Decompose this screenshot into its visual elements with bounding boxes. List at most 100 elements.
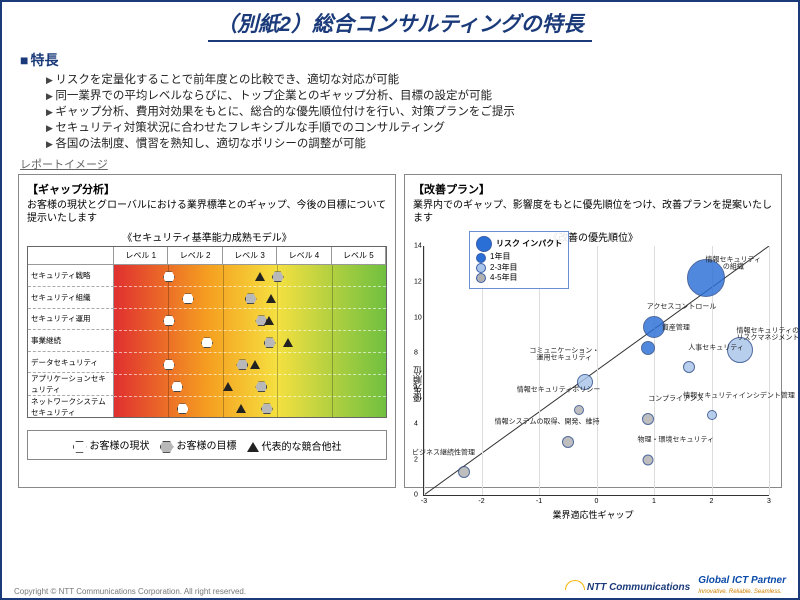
x-tick: 3	[767, 498, 771, 505]
x-tick: -3	[421, 498, 427, 505]
target-marker	[272, 271, 284, 282]
maturity-row-label: セキュリティ運用	[28, 309, 114, 331]
bubble	[643, 454, 654, 465]
maturity-row	[114, 309, 386, 331]
competitor-marker	[283, 338, 293, 347]
bubble-label: 物理・環境セキュリティ	[638, 436, 715, 443]
maturity-caption: 《セキュリティ基準能力成熟モデル》	[27, 229, 387, 244]
bubble	[641, 341, 655, 355]
feature-item: リスクを定量化することで前年度との比較でき、適切な対応が可能	[46, 72, 798, 88]
y-tick: 6	[414, 385, 418, 392]
maturity-row	[114, 353, 386, 375]
bubble-label: 情報セキュリティポリシー	[517, 387, 601, 394]
maturity-row-label: ネットワークシステムセキュリティ	[28, 396, 114, 418]
bubble	[458, 466, 470, 478]
y-tick: 8	[414, 350, 418, 357]
gap-desc: お客様の現状とグローバルにおける業界標準とのギャップ、今後の目標について提示いた…	[27, 199, 387, 225]
legend-current: お客様の現状	[73, 437, 150, 452]
global-ict-logo: Global ICT PartnerInnovative. Reliable. …	[698, 576, 786, 596]
section-heading: 特長	[20, 50, 798, 70]
y-tick: 4	[414, 421, 418, 428]
improvement-plan-panel: 【改善プラン】 業界内でのギャップ、影響度をもとに優先順位をつけ、改善プランを提…	[404, 174, 782, 488]
legend-competitor: 代表的な競合他社	[247, 438, 342, 453]
current-marker	[177, 403, 189, 414]
x-axis-label: 業界適応性ギャップ	[413, 508, 773, 521]
bubble	[642, 413, 654, 425]
competitor-marker	[250, 360, 260, 369]
logos: NTT Communications Global ICT PartnerInn…	[565, 576, 786, 596]
competitor-marker	[223, 382, 233, 391]
competitor-marker	[266, 294, 276, 303]
competitor-marker	[255, 272, 265, 281]
current-marker	[201, 337, 213, 348]
y-tick: 2	[414, 456, 418, 463]
maturity-row	[114, 397, 386, 418]
maturity-chart: レベル 1レベル 2レベル 3レベル 4レベル 5 セキュリティ戦略セキュリティ…	[27, 246, 387, 418]
y-tick: 0	[414, 492, 418, 499]
footer: Copyright © NTT Communications Corporati…	[14, 576, 786, 596]
bubble-legend: リスク インパクト 1年目2-3年目4-5年目	[469, 231, 569, 288]
x-tick: -2	[478, 498, 484, 505]
copyright: Copyright © NTT Communications Corporati…	[14, 587, 246, 596]
legend-title: リスク インパクト	[476, 236, 562, 252]
bubble-label: 資産管理	[662, 324, 690, 331]
target-marker	[236, 359, 248, 370]
bubble-label: 情報セキュリティインシデント管理	[683, 392, 795, 399]
maturity-row	[114, 287, 386, 309]
current-marker	[163, 271, 175, 282]
legend-row: 4-5年目	[476, 273, 562, 283]
maturity-row-label: データセキュリティ	[28, 352, 114, 374]
feature-item: 同一業界での平均レベルならびに、トップ企業とのギャップ分析、目標の設定が可能	[46, 88, 798, 104]
maturity-row-label: 事業継続	[28, 330, 114, 352]
level-header: レベル 5	[332, 247, 386, 264]
page-title: （別紙2）総合コンサルティングの特長	[208, 8, 591, 42]
slide: （別紙2）総合コンサルティングの特長 特長 リスクを定量化することで前年度との比…	[0, 0, 800, 600]
bubble	[562, 436, 574, 448]
legend-target: お客様の目標	[160, 437, 237, 452]
maturity-row	[114, 331, 386, 353]
current-marker	[163, 359, 175, 370]
level-header: レベル 4	[277, 247, 331, 264]
plan-desc: 業界内でのギャップ、影響度をもとに優先順位をつけ、改善プランを提案いたします	[413, 199, 773, 225]
maturity-legend: お客様の現状 お客様の目標 代表的な競合他社	[27, 430, 387, 459]
bubble-label: 人事セキュリティ	[688, 344, 744, 351]
current-marker	[171, 381, 183, 392]
x-tick: 1	[652, 498, 656, 505]
maturity-row	[114, 265, 386, 287]
level-header: レベル 3	[223, 247, 277, 264]
target-marker	[245, 293, 257, 304]
maturity-row-label: セキュリティ組織	[28, 287, 114, 309]
bubble-label: 情報システムの取得、開発、維持	[495, 419, 600, 426]
y-tick: 10	[414, 314, 422, 321]
x-tick: 0	[595, 498, 599, 505]
feature-item: ギャップ分析、費用対効果をもとに、総合的な優先順位付けを行い、対策プランをご提示	[46, 104, 798, 120]
priority-caption: 《改善の優先順位》	[413, 229, 773, 244]
competitor-marker	[264, 316, 274, 325]
level-header: レベル 2	[168, 247, 222, 264]
report-image-label: レポートイメージ	[20, 156, 798, 172]
bubble-label: 情報セキュリティの組織	[706, 256, 762, 271]
maturity-row	[114, 375, 386, 397]
target-marker	[255, 381, 267, 392]
current-marker	[163, 315, 175, 326]
legend-row: 2-3年目	[476, 263, 562, 273]
feature-list: リスクを定量化することで前年度との比較でき、適切な対応が可能同一業界での平均レベ…	[46, 72, 798, 152]
gap-title: 【ギャップ分析】	[27, 181, 387, 197]
legend-row: 1年目	[476, 252, 562, 262]
maturity-row-label: アプリケーションセキュリティ	[28, 373, 114, 396]
panels-row: 【ギャップ分析】 お客様の現状とグローバルにおける業界標準とのギャップ、今後の目…	[2, 174, 798, 488]
bubble-label: ビジネス継続性管理	[412, 449, 475, 456]
level-header: レベル 1	[114, 247, 168, 264]
y-tick: 12	[414, 279, 422, 286]
bubble	[683, 361, 695, 373]
current-marker	[182, 293, 194, 304]
maturity-row-label: セキュリティ戦略	[28, 265, 114, 287]
y-tick: 14	[414, 243, 422, 250]
title-bar: （別紙2）総合コンサルティングの特長	[2, 2, 798, 46]
x-tick: 2	[710, 498, 714, 505]
competitor-marker	[236, 404, 246, 413]
plan-title: 【改善プラン】	[413, 181, 773, 197]
target-marker	[261, 403, 273, 414]
gap-analysis-panel: 【ギャップ分析】 お客様の現状とグローバルにおける業界標準とのギャップ、今後の目…	[18, 174, 396, 488]
bubble-label: コミュニケーション・運用セキュリティ	[529, 347, 599, 362]
